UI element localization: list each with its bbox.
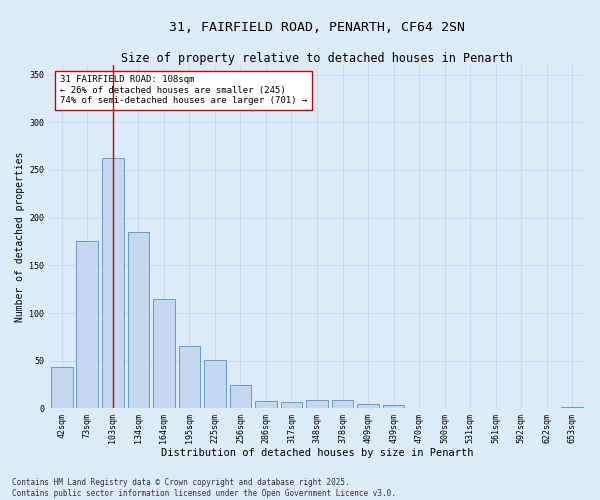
Text: 31, FAIRFIELD ROAD, PENARTH, CF64 2SN: 31, FAIRFIELD ROAD, PENARTH, CF64 2SN <box>169 22 465 35</box>
X-axis label: Distribution of detached houses by size in Penarth: Distribution of detached houses by size … <box>161 448 473 458</box>
Bar <box>102 158 124 408</box>
Bar <box>76 240 98 408</box>
Y-axis label: Number of detached properties: Number of detached properties <box>15 152 25 322</box>
Bar <box>562 406 583 408</box>
Title: Size of property relative to detached houses in Penarth: Size of property relative to detached ho… <box>121 52 513 65</box>
Bar <box>332 400 353 408</box>
Bar <box>204 360 226 408</box>
Bar <box>383 404 404 408</box>
Bar <box>230 384 251 408</box>
Bar <box>128 232 149 408</box>
Bar <box>306 400 328 408</box>
Text: 31 FAIRFIELD ROAD: 108sqm
← 26% of detached houses are smaller (245)
74% of semi: 31 FAIRFIELD ROAD: 108sqm ← 26% of detac… <box>60 76 307 105</box>
Bar <box>179 346 200 408</box>
Bar <box>357 404 379 408</box>
Bar <box>51 368 73 408</box>
Bar <box>281 402 302 408</box>
Bar <box>255 401 277 408</box>
Bar <box>153 299 175 408</box>
Text: Contains HM Land Registry data © Crown copyright and database right 2025.
Contai: Contains HM Land Registry data © Crown c… <box>12 478 396 498</box>
